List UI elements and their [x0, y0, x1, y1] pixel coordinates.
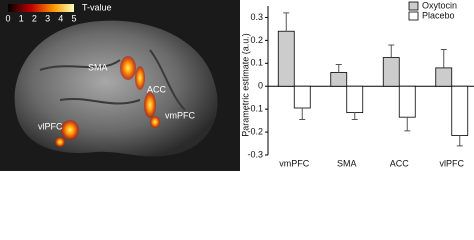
activation-blob: [144, 92, 156, 118]
colorbar-tick-label: 3: [45, 13, 50, 23]
bar: [293, 85, 311, 109]
region-label: vmPFC: [165, 110, 195, 120]
activation-blob: [120, 56, 136, 80]
error-bar: [404, 117, 411, 132]
brain-sulci: [39, 49, 186, 111]
y-tick-label: 0: [258, 81, 263, 91]
bar: [398, 85, 416, 118]
colorbar-tick-label: 4: [58, 13, 63, 23]
error-bar: [440, 49, 447, 68]
bar: [435, 67, 453, 87]
colorbar-tick-label: 1: [19, 13, 24, 23]
x-tick-label: ACC: [390, 158, 410, 168]
error-bar: [283, 12, 290, 32]
colorbar: [8, 4, 74, 12]
y-tick-label: 0.3: [250, 12, 263, 22]
activation-blob: [150, 116, 160, 128]
error-bar: [388, 44, 395, 58]
activation-blob: [135, 66, 145, 90]
legend-swatch: [408, 11, 419, 21]
x-tick-label: vmPFC: [279, 158, 309, 168]
y-tick-label: 0.1: [250, 58, 263, 68]
region-label: SMA: [88, 62, 108, 72]
y-tick-label: -0.2: [247, 126, 263, 136]
x-tick-label: SMA: [337, 158, 357, 168]
activation-blob: [55, 137, 65, 147]
activation-blob: [61, 120, 79, 140]
colorbar-tick-label: 5: [71, 13, 76, 23]
region-label: vlPFC: [38, 121, 63, 131]
legend-swatch: [408, 1, 419, 11]
bar: [451, 85, 469, 136]
colorbar-tick-label: 2: [32, 13, 37, 23]
error-bar: [335, 63, 342, 73]
legend-label: Oxytocin: [422, 0, 457, 10]
bar: [330, 72, 348, 87]
bar: [277, 30, 295, 87]
y-tick-label: 0.2: [250, 35, 263, 45]
legend-label: Placebo: [422, 10, 455, 20]
bar: [382, 57, 400, 87]
error-bar: [299, 108, 306, 120]
region-label: ACC: [147, 84, 167, 94]
colorbar-tick-label: 0: [5, 13, 10, 23]
x-tick-label: vlPFC: [440, 158, 465, 168]
bar: [346, 85, 364, 113]
colorbar-label: T-value: [82, 2, 112, 12]
error-bar: [351, 112, 358, 120]
y-tick-label: -0.3: [247, 149, 263, 159]
error-bar: [456, 135, 463, 147]
y-axis-label: Parametric estimate (a.u.): [240, 33, 250, 137]
y-tick-label: -0.1: [247, 104, 263, 114]
